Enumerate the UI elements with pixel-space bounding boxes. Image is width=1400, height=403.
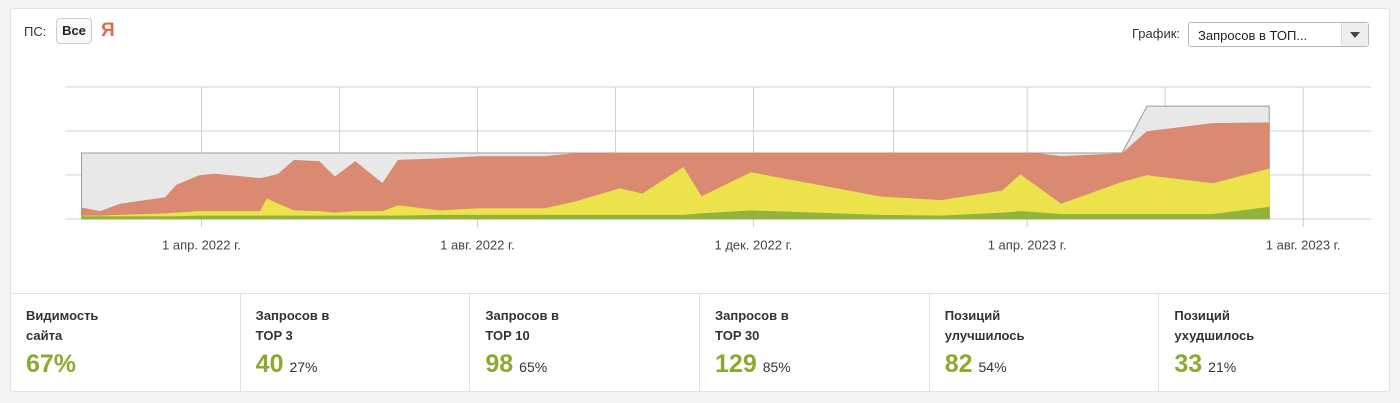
- x-tick-label: 1 апр. 2023 г.: [988, 237, 1067, 252]
- stat-value-box: 67%: [26, 350, 76, 379]
- stat-value-box: 40 27%: [256, 350, 318, 379]
- stat-percent: 21%: [1208, 359, 1237, 375]
- x-tick-label: 1 дек. 2022 г.: [714, 237, 792, 252]
- engine-all-button[interactable]: Все: [56, 18, 92, 44]
- x-tick-label: 1 апр. 2022 г.: [162, 237, 241, 252]
- stat-value-box: 82 54%: [945, 350, 1007, 379]
- stat-label: Видимость сайта: [26, 308, 99, 343]
- stat-percent: 54%: [978, 359, 1007, 375]
- x-tick-label: 1 авг. 2023 г.: [1266, 237, 1341, 252]
- graph-select[interactable]: Запросов в ТОП...: [1188, 22, 1369, 47]
- stat-value: 98: [485, 350, 514, 378]
- stat-label: Запросов в TOP 30: [715, 308, 789, 343]
- select-text: Запросов в ТОП...: [1198, 28, 1308, 43]
- stat-value-box: 33 21%: [1174, 350, 1236, 379]
- area: [81, 206, 1270, 220]
- stat-cell: Запросов в TOP 30 129 85%: [700, 294, 930, 392]
- stat-value: 82: [944, 350, 973, 378]
- select-arrow[interactable]: [1341, 23, 1368, 46]
- stat-cell: Запросов в TOP 3 40 27%: [241, 294, 471, 392]
- widget: ПС: Все Я График: Запросов в ТОП... 1 ап…: [10, 8, 1390, 392]
- stat-label: Позиций улучшилось: [944, 308, 1025, 343]
- stat-value: 33: [1174, 350, 1203, 378]
- stat-value: 67%: [26, 350, 77, 378]
- stat-cell: Позиций ухудшилось 33 21%: [1159, 294, 1389, 392]
- stat-value-box: 129 85%: [715, 350, 791, 379]
- stat-value: 40: [255, 350, 284, 378]
- engine-label: ПС:: [24, 24, 47, 39]
- area: [81, 122, 1270, 220]
- stat-percent: 27%: [289, 359, 318, 375]
- stat-label: Запросов в TOP 10: [485, 308, 560, 343]
- stat-value-box: 98 65%: [485, 350, 547, 379]
- stat-percent: 65%: [519, 359, 548, 375]
- stat-cell: Позиций улучшилось 82 54%: [930, 294, 1160, 392]
- stat-value: 129: [715, 350, 757, 378]
- engine-yandex-button[interactable]: Я: [101, 20, 115, 41]
- stat-cell: Запросов в TOP 10 98 65%: [470, 294, 701, 392]
- stats-row: Видимость сайта 67% Запросов в TOP 3 40 27% З…: [11, 293, 1389, 392]
- stat-cell: Видимость сайта 67%: [11, 294, 241, 392]
- stat-label: Запросов в TOP 3: [255, 308, 330, 343]
- stat-percent: 85%: [762, 359, 791, 375]
- x-tick-label: 1 авг. 2022 г.: [440, 237, 515, 252]
- chart: 1 апр. 2022 г. 1 авг. 2022 г. 1 дек. 2022 …: [65, 86, 1371, 252]
- graph-label: График:: [1132, 26, 1181, 41]
- area: [81, 166, 1270, 220]
- stat-label: Позиций ухудшилось: [1174, 308, 1255, 343]
